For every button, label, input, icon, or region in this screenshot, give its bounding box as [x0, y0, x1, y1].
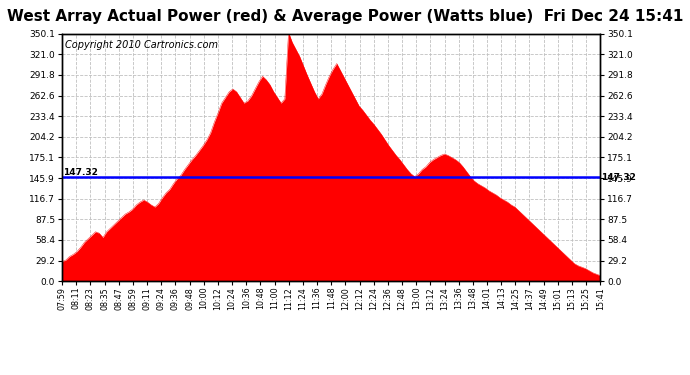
Text: West Array Actual Power (red) & Average Power (Watts blue)  Fri Dec 24 15:41: West Array Actual Power (red) & Average …	[7, 9, 683, 24]
Text: 147.32: 147.32	[602, 172, 636, 182]
Text: 147.32: 147.32	[63, 168, 98, 177]
Text: Copyright 2010 Cartronics.com: Copyright 2010 Cartronics.com	[65, 40, 218, 50]
